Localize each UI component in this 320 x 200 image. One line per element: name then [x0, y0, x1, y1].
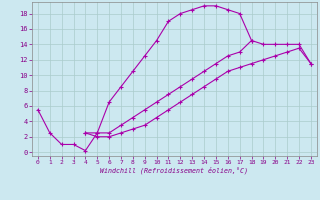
X-axis label: Windchill (Refroidissement éolien,°C): Windchill (Refroidissement éolien,°C) [100, 167, 248, 174]
